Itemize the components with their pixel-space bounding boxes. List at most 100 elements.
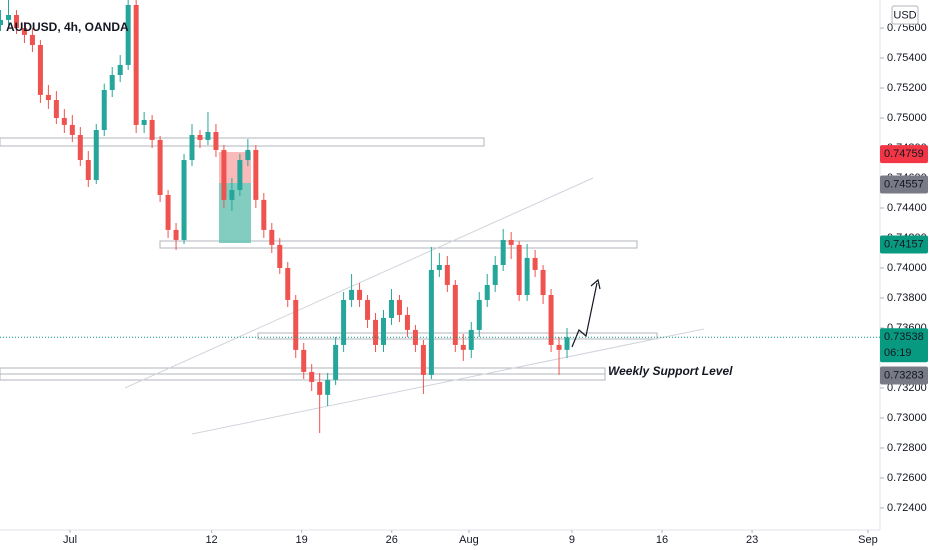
x-tick-label: 26: [386, 534, 398, 546]
price-label: 0.74759: [884, 148, 924, 160]
y-tick-label: 0.72400: [887, 502, 927, 514]
candle-body: [205, 131, 211, 140]
candle-body: [428, 269, 434, 375]
price-label-box: [880, 328, 928, 363]
candle-body: [37, 44, 43, 95]
y-tick-label: 0.75200: [887, 82, 927, 94]
candle-body: [117, 64, 123, 75]
candle-body: [141, 119, 147, 125]
y-tick-label: 0.74400: [887, 202, 927, 214]
candle-body: [157, 139, 163, 195]
candle-body: [396, 299, 402, 315]
candle-body: [77, 134, 83, 161]
candle-body: [53, 100, 59, 119]
candle-body: [452, 284, 458, 345]
annotation: Weekly Support Level: [608, 364, 733, 378]
candle-body: [349, 289, 355, 300]
candle-body: [29, 34, 35, 45]
price-label-box: [880, 145, 928, 164]
candle-body: [85, 160, 91, 180]
resistance-zone: [159, 240, 638, 249]
x-tick-label: 9: [569, 534, 575, 546]
resistance-zone: [0, 137, 485, 147]
candle-body: [564, 337, 570, 350]
candle-body: [213, 131, 219, 150]
price-label-box: [880, 366, 928, 385]
candle-body: [436, 265, 442, 270]
candle-body: [444, 265, 450, 285]
y-tick-label: 0.73000: [887, 412, 927, 424]
candle-body: [309, 371, 315, 382]
candle-body: [516, 244, 522, 295]
candle-body: [381, 317, 387, 345]
candle-body: [500, 239, 506, 265]
candle-body: [21, 28, 27, 35]
candle-body: [532, 257, 538, 270]
candle-body: [492, 265, 498, 285]
candle-body: [5, 14, 11, 20]
candle-body: [325, 379, 331, 395]
x-tick-label: Sep: [858, 534, 878, 546]
x-tick-label: Jul: [63, 534, 77, 546]
y-tick-label: 0.75400: [887, 52, 927, 64]
candle-body: [412, 329, 418, 345]
x-tick-label: 19: [296, 534, 308, 546]
candle-body: [229, 190, 235, 200]
chart-title: AUDUSD, 4h, OANDA: [6, 20, 129, 34]
candle-body: [484, 284, 490, 300]
price-label: 0.74157: [884, 238, 924, 250]
candle-body: [468, 329, 474, 350]
candle-body: [277, 244, 283, 268]
candle-body: [181, 160, 187, 240]
axis: 0.724000.726000.728000.730000.732000.734…: [0, 22, 928, 546]
candle-body: [109, 74, 115, 90]
price-label: 0.73283: [884, 369, 924, 381]
candle-body: [197, 134, 203, 140]
y-tick-label: 0.73800: [887, 292, 927, 304]
candles: [0, 0, 570, 433]
candle-body: [301, 349, 307, 372]
candle-body: [149, 119, 155, 140]
candle-body: [261, 199, 267, 230]
candle-body: [61, 118, 67, 125]
candle-body: [357, 289, 363, 300]
candle-body: [45, 94, 51, 101]
candle-body: [293, 299, 299, 350]
candle-body: [420, 344, 426, 375]
candle-body: [285, 267, 291, 300]
support-zone: [0, 373, 606, 381]
candle-body: [333, 344, 339, 380]
trend-line: [124, 177, 594, 389]
x-tick-label: Aug: [459, 534, 479, 546]
candle-body: [476, 299, 482, 330]
y-tick-label: 0.72800: [887, 442, 927, 454]
candle-body: [556, 344, 562, 350]
candle-body: [125, 4, 131, 65]
candle-body: [365, 299, 371, 320]
candle-body: [133, 4, 139, 125]
candle-body: [237, 160, 243, 191]
candle-body: [404, 314, 410, 330]
y-tick-label: 0.73200: [887, 382, 927, 394]
candle-body: [253, 149, 259, 200]
candle-body: [0, 19, 4, 26]
candle-body: [508, 239, 514, 245]
arrow-head: [590, 278, 601, 290]
candle-body: [317, 381, 323, 395]
price-label: 0.73538: [884, 331, 924, 343]
price-label-box: [880, 235, 928, 254]
candle-body: [540, 269, 546, 295]
currency[interactable]: USD: [893, 9, 916, 21]
candle-body: [189, 134, 195, 161]
y-tick-label: 0.75600: [887, 22, 927, 34]
candle-body: [69, 124, 75, 135]
x-tick-label: 16: [656, 534, 668, 546]
currency-box[interactable]: [891, 5, 919, 25]
candle-body: [548, 294, 554, 345]
candle-body: [388, 299, 394, 318]
trend-line: [191, 328, 705, 435]
y-tick-label: 0.75000: [887, 112, 927, 124]
countdown: 06:19: [884, 347, 912, 359]
candle-body: [341, 299, 347, 345]
